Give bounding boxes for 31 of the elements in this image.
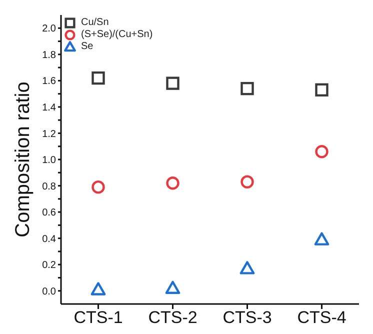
y-tick-label: 1.4 [42, 102, 56, 114]
y-tick-label: 0.8 [42, 181, 56, 192]
y-tick-label: 0.0 [42, 286, 56, 298]
point [92, 180, 105, 194]
x-tick-label: CTS-4 [297, 308, 346, 328]
legend-label: (S+Se)/(Cu+Sn) [81, 29, 153, 41]
x-tick-label: CTS-1 [74, 308, 123, 328]
point [166, 76, 180, 90]
x-tick-label: CTS-3 [222, 308, 272, 328]
point [315, 83, 328, 96]
point [90, 282, 106, 296]
y-tick-label: 1.8 [42, 50, 56, 61]
y-tick-label: 0.4 [42, 234, 56, 245]
y-tick-label: 1.0 [42, 155, 56, 166]
point [166, 176, 180, 190]
y-tick-label: 0.6 [42, 208, 56, 219]
legend-label: Cu/Sn [81, 17, 109, 29]
point [165, 280, 180, 294]
y-tick-label: 1.6 [42, 76, 56, 88]
legend-label: Se [81, 41, 94, 53]
point [315, 145, 328, 158]
x-tick-label: CTS-2 [148, 308, 198, 328]
point [240, 261, 255, 274]
point [92, 71, 105, 85]
point [240, 82, 254, 96]
y-tick-label: 0.2 [42, 260, 56, 272]
y-tick-label: 1.2 [42, 128, 56, 140]
y-axis-title: Composition ratio [12, 82, 34, 238]
y-tick-label: 2.0 [42, 24, 56, 35]
point [314, 232, 330, 246]
point [240, 175, 254, 188]
